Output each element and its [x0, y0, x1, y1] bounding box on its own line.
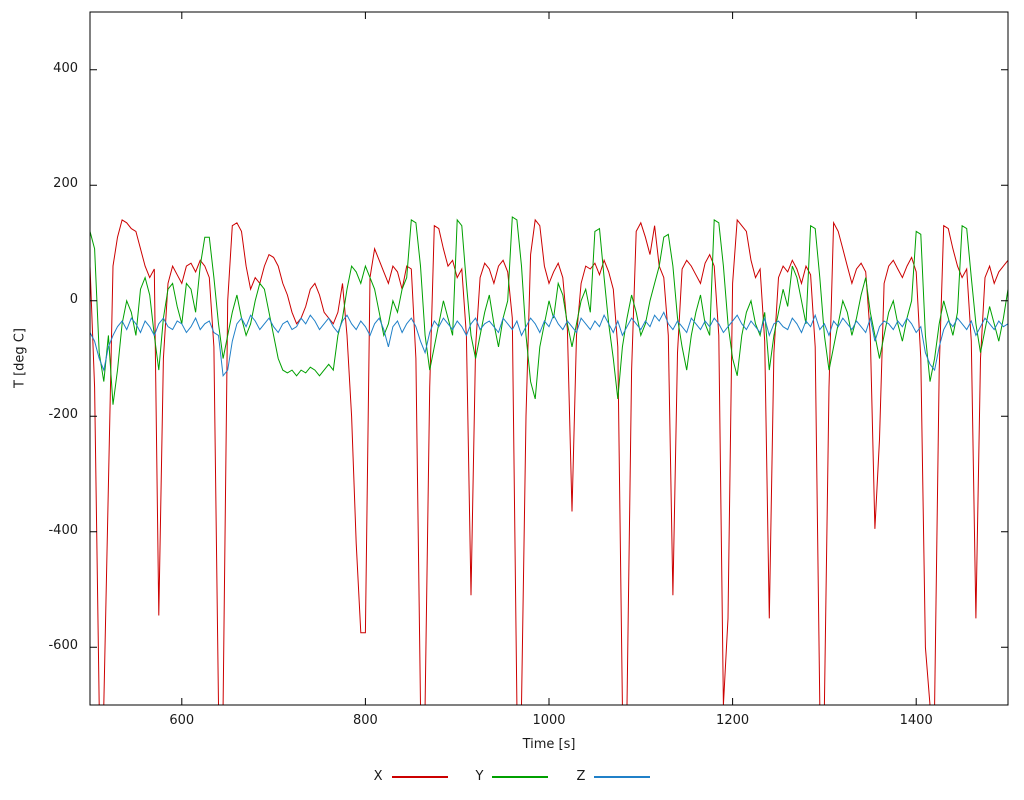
series-line-x [90, 218, 1008, 705]
legend-item-z: Z [576, 769, 651, 784]
y-tick-label: -600 [48, 638, 78, 654]
legend-line-sample [594, 775, 651, 778]
x-tick-label: 1000 [532, 713, 566, 728]
series-line-z [90, 311, 1008, 378]
y-tick-label: 400 [53, 60, 78, 76]
x-tick-label: 600 [169, 713, 195, 728]
y-tick-label: 0 [69, 291, 78, 307]
plot-border [89, 11, 1009, 706]
legend-item-x: X [374, 769, 448, 784]
legend-label: X [373, 769, 383, 784]
x-tick-label: 1200 [716, 713, 750, 728]
y-tick-label: -400 [48, 522, 78, 538]
legend-item-y: Y [476, 769, 549, 784]
legend-label: Z [576, 769, 586, 784]
y-tick-label: 200 [53, 176, 78, 192]
x-tick-label: 1400 [899, 713, 933, 728]
legend-line-sample [492, 775, 549, 778]
legend: X Y Z [0, 769, 1024, 784]
legend-line-sample [391, 775, 448, 778]
x-axis-title: Time [s] [522, 737, 576, 752]
legend-label: Y [475, 769, 484, 784]
x-tick-label: 800 [352, 713, 378, 728]
y-tick-label: -200 [48, 407, 78, 423]
y-axis-title: T [deg C] [12, 328, 28, 388]
